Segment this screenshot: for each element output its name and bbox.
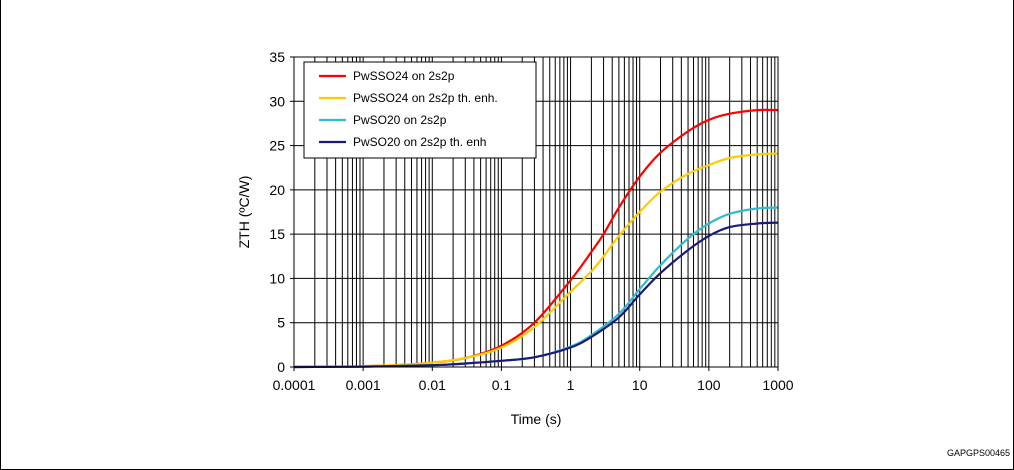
y-tick-label: 25 [269,138,285,154]
legend: PwSSO24 on 2s2p PwSSO24 on 2s2p th. enh. P… [303,61,537,159]
y-tick-label: 5 [277,315,285,331]
legend-label: PwSSO24 on 2s2p [353,69,455,83]
zth-chart: 0.0001 0.001 0.01 0.1 1 10 100 1000 0 5 10 15 20 25 30… [236,49,794,427]
x-tick-label: 0.0001 [273,377,316,393]
x-tick-label: 1 [567,377,575,393]
x-tick-label: 10 [632,377,648,393]
series-line-4 [293,221,779,369]
y-tick-label: 20 [269,182,285,198]
x-tick-label: 0.1 [492,377,512,393]
tick-labels: 0.0001 0.001 0.01 0.1 1 10 100 1000 0 5 10 15 20 25 30… [269,49,793,393]
y-tick-label: 30 [269,93,285,109]
x-tick-label: 100 [697,377,721,393]
y-tick-label: 10 [269,270,285,286]
y-tick-label: 0 [277,359,285,375]
plot-border [293,56,779,368]
x-axis-title: Time (s) [511,411,562,427]
figure-code: GAPGPS00465 [947,448,1010,458]
y-axis-title: ZTH (ºC/W) [236,176,252,249]
x-tick-label: 0.01 [419,377,446,393]
legend-label: PwSSO24 on 2s2p th. enh. [353,91,498,105]
x-tick-label: 1000 [762,377,793,393]
y-tick-label: 35 [269,49,285,65]
x-tick-label: 0.001 [346,377,381,393]
y-tick-label: 15 [269,226,285,242]
series-lines [293,108,779,369]
legend-label: PwSO20 on 2s2p th. enh [353,135,486,149]
legend-label: PwSO20 on 2s2p [353,113,447,127]
